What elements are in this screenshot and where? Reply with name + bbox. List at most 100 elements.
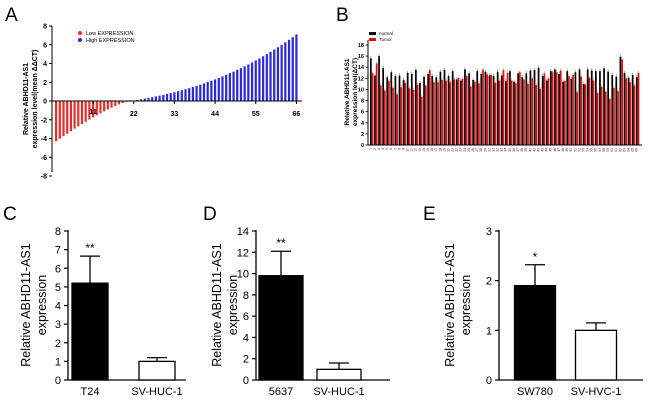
panel-b-xtick-label: 6 <box>389 148 393 150</box>
panel-b-normal-bar <box>386 77 389 145</box>
panel-b-xtick-label: 2 <box>373 148 377 150</box>
panel-a-bar <box>217 77 220 101</box>
panel-b-normal-bar <box>611 75 614 145</box>
panel-d-ylabel-line2: expression <box>226 275 240 335</box>
panel-b-normal-bar <box>472 80 474 145</box>
panel-a-bar <box>55 101 58 142</box>
panel-b-xtick-label: 27 <box>475 148 479 152</box>
panel-b-ytick-label: 10 <box>358 87 364 93</box>
panel-b-tumor-bar <box>621 59 623 145</box>
panel-a-bar <box>191 87 195 101</box>
legend-tumor-label: Tumor <box>379 37 392 42</box>
panel-b-legend: normal Tumor <box>369 31 393 42</box>
panel-b-tumor-bar <box>563 81 566 145</box>
panel-b-normal-bar <box>525 73 528 145</box>
panel-b-normal-bar <box>443 70 446 145</box>
panel-d-bar <box>258 275 304 381</box>
panel-b-xtick-label: 11 <box>410 148 414 152</box>
panel-b-tumor-bar <box>588 77 591 145</box>
panel-a-bar <box>73 101 76 129</box>
panel-b-tumor-bar <box>514 83 517 145</box>
panel-b-normal-bar <box>484 71 487 145</box>
panel-b-normal-bar <box>480 73 483 145</box>
panel-b-xtick-label: 62 <box>618 148 622 152</box>
panel-a-bar <box>273 49 276 101</box>
panel-a-bar <box>195 85 198 101</box>
panel-c-ytick-label: 8 <box>55 226 61 238</box>
panel-b-tumor-bar <box>494 82 497 145</box>
panel-b-xtick-label: 64 <box>626 148 630 152</box>
panel-b-xtick-label: 9 <box>401 148 405 150</box>
panel-b-normal-bar <box>533 70 536 145</box>
panel-b-tumor-bar <box>482 69 484 145</box>
legend-high-label: High EXPRESSION <box>86 38 135 44</box>
panel-a-bar <box>95 101 98 116</box>
panel-b-tumor-bar <box>580 76 583 145</box>
panel-a-bar <box>173 92 176 101</box>
panel-b-xtick-label: 53 <box>581 148 585 152</box>
panel-letter-b: B <box>336 5 349 26</box>
panel-b-tumor-bar <box>486 74 488 145</box>
panel-a-bar <box>88 101 91 120</box>
panel-a-bar <box>110 101 113 108</box>
panel-e-ylabel-line2: expression <box>459 275 473 335</box>
panel-b-normal-bar <box>513 81 515 145</box>
panel-a-bar <box>225 74 228 101</box>
panel-a-bar <box>262 56 265 101</box>
panel-a-bar <box>136 99 139 101</box>
panel-b-tumor-bar <box>416 85 419 145</box>
panel-a-xtick-label: 55 <box>252 111 260 118</box>
panel-a-xtick-label: 11 <box>89 109 97 116</box>
panel-a-bar <box>269 51 272 101</box>
panel-a-bar <box>228 73 231 101</box>
panel-a-ylabel-line2: expression level(mean ΔΔCT) <box>32 50 39 149</box>
panel-b-xtick-label: 52 <box>577 148 581 152</box>
panel-b-normal-bar <box>505 81 507 145</box>
panel-b-xtick-label: 36 <box>512 148 516 152</box>
panel-b-tumor-bar <box>547 78 550 145</box>
panel-b-xtick-label: 32 <box>496 148 500 152</box>
panel-b-xtick-label: 49 <box>565 148 569 152</box>
panel-c-ytick-label: 4 <box>55 301 61 313</box>
panel-d-bar <box>316 368 362 381</box>
panel-b-normal-bar <box>419 82 421 145</box>
panel-b-normal-bar <box>558 73 560 145</box>
panel-b-normal-bar <box>570 78 573 145</box>
panel-b-tumor-bar <box>449 82 452 145</box>
panel-a-bar <box>265 54 268 101</box>
legend-low-label: Low EXPRESSION <box>86 31 133 37</box>
panel-b-xtick-label: 4 <box>381 148 385 150</box>
panel-b-ytick-label: 4 <box>361 121 365 127</box>
panel-b-normal-bar <box>374 75 376 145</box>
panel-b-tumor-bar <box>437 82 439 145</box>
panel-a-bar <box>106 101 109 110</box>
panel-b-ytick-label: 18 <box>358 43 364 49</box>
panel-a-bar <box>295 34 298 101</box>
panel-b-normal-bar <box>529 70 532 145</box>
panel-letter-a: A <box>5 5 18 26</box>
panel-a-ytick-label: 0 <box>43 99 47 106</box>
panel-b-xtick-label: 51 <box>573 148 577 152</box>
panel-b-xtick-label: 8 <box>397 148 401 150</box>
panel-e-ytick-label: 1 <box>486 325 492 337</box>
panel-a-bar <box>147 97 150 101</box>
panel-a-ytick-label: -2 <box>41 117 47 124</box>
panel-b-tumor-bar <box>604 91 607 145</box>
panel-b-xtick-label: 28 <box>479 148 483 152</box>
panel-b-xtick-label: 34 <box>504 148 508 152</box>
panel-d-ytick-label: 12 <box>237 247 249 259</box>
panel-b-xtick-label: 31 <box>491 148 495 152</box>
panel-b-xtick-label: 42 <box>536 148 540 152</box>
panel-a-ytick-label: -6 <box>41 155 47 162</box>
panel-b-normal-bar <box>603 68 605 145</box>
panel-b-ytick-label: 12 <box>358 76 364 82</box>
panel-a-bar <box>154 96 158 101</box>
panel-letter-c: C <box>3 204 17 225</box>
panel-c-ytick-label: 6 <box>55 263 61 275</box>
panel-b-normal-bar <box>476 71 479 145</box>
panel-b-tumor-bar <box>637 72 640 145</box>
panel-b-xtick-label: 44 <box>545 148 549 152</box>
panel-a-bar <box>58 101 61 139</box>
panel-d-category-label: 5637 <box>269 386 293 398</box>
panel-b-xtick-label: 14 <box>422 148 426 152</box>
